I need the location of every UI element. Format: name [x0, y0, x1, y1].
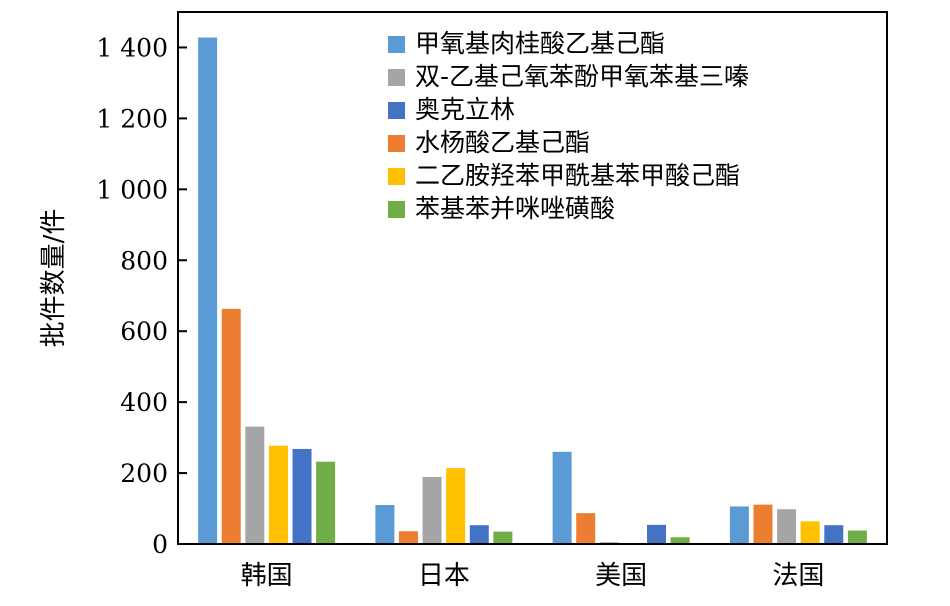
y-axis-tick-labels: 0 200 400 600 800 1 000 1 200 1 400	[96, 33, 168, 559]
bar	[729, 506, 749, 544]
bar	[847, 530, 867, 544]
bar	[753, 504, 773, 544]
y-axis-ticks	[178, 46, 187, 545]
bar	[493, 531, 513, 544]
y-tick-label: 800	[120, 246, 168, 275]
y-tick-label: 0	[152, 530, 168, 559]
plot-frame	[177, 11, 888, 545]
bar	[422, 476, 442, 544]
bar	[800, 521, 820, 544]
y-tick-label: 200	[120, 459, 168, 488]
bar	[552, 451, 572, 544]
x-category-label: 法国	[772, 561, 824, 591]
x-category-label: 美国	[595, 561, 647, 591]
y-tick-label: 600	[120, 317, 168, 346]
bar	[576, 513, 596, 544]
bar	[469, 525, 489, 544]
bar	[647, 524, 667, 544]
x-axis-category-labels: 韩国 日本 美国 法国	[241, 561, 825, 591]
bar	[824, 525, 844, 544]
legend-swatch	[388, 168, 405, 185]
legend-entry: 水杨酸乙基己酯	[415, 128, 590, 157]
bar	[198, 37, 218, 544]
x-category-label: 日本	[418, 561, 470, 591]
legend: 甲氧基肉桂酸乙基己酯双-乙基己氧苯酚甲氧苯基三嗪奥克立林水杨酸乙基己酯二乙胺羟苯…	[388, 29, 749, 223]
legend-entry: 二乙胺羟苯甲酰基苯甲酸己酯	[415, 161, 740, 190]
y-tick-label: 400	[120, 388, 168, 417]
y-axis-label: 批件数量/件	[39, 209, 69, 348]
bar	[245, 426, 265, 544]
bar	[268, 445, 288, 544]
y-tick-label: 1 200	[96, 104, 168, 133]
legend-entry: 奥克立林	[415, 95, 515, 124]
legend-swatch	[388, 135, 405, 152]
bar	[670, 537, 690, 544]
y-tick-label: 1 400	[96, 33, 168, 62]
bar	[398, 531, 418, 544]
bar	[292, 448, 312, 544]
bar	[375, 504, 395, 544]
bar	[446, 468, 466, 544]
legend-swatch	[388, 36, 405, 53]
legend-swatch	[388, 69, 405, 86]
legend-entry: 苯基苯并咪唑磺酸	[415, 194, 615, 223]
bar	[777, 509, 797, 544]
legend-swatch	[388, 201, 405, 218]
y-tick-label: 1 000	[96, 175, 168, 204]
legend-entry: 甲氧基肉桂酸乙基己酯	[415, 29, 665, 58]
legend-swatch	[388, 102, 405, 119]
bar	[221, 308, 241, 544]
bars	[198, 37, 867, 544]
bar	[316, 461, 336, 544]
x-category-label: 韩国	[241, 561, 293, 591]
legend-entry: 双-乙基己氧苯酚甲氧苯基三嗪	[415, 62, 749, 91]
